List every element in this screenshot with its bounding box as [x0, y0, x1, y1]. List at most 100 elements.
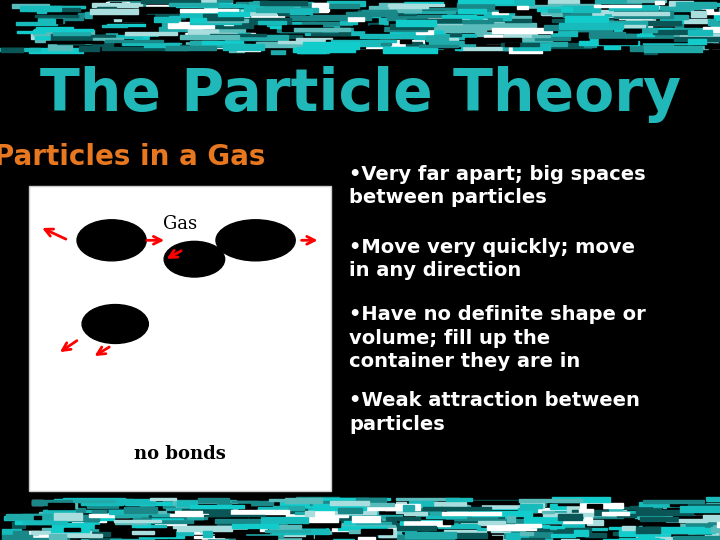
Bar [62, 35, 115, 42]
Bar [653, 30, 695, 33]
Bar [442, 15, 476, 18]
Bar [179, 529, 217, 535]
Bar [559, 528, 589, 531]
Bar [176, 531, 193, 535]
Bar [719, 17, 720, 21]
Bar [627, 1, 666, 2]
Bar [507, 516, 516, 522]
Bar [330, 501, 369, 505]
Bar [627, 34, 684, 38]
Bar [505, 516, 516, 521]
Bar [196, 19, 248, 22]
Bar [140, 1, 200, 3]
Bar [559, 23, 624, 29]
Bar [107, 499, 132, 501]
Bar [261, 525, 277, 530]
Bar [186, 41, 217, 47]
Bar [2, 535, 32, 540]
Bar [274, 6, 322, 11]
Bar [514, 526, 531, 529]
Bar [390, 24, 433, 29]
Bar [402, 7, 419, 12]
Bar [609, 527, 672, 529]
Bar [282, 25, 323, 31]
Bar [294, 503, 313, 507]
Bar [582, 26, 598, 29]
Bar [320, 500, 379, 504]
Bar [674, 500, 705, 506]
Bar [697, 523, 704, 524]
Bar [77, 516, 114, 519]
Bar [426, 36, 449, 41]
Bar [379, 530, 396, 537]
Bar [572, 510, 608, 515]
Bar [237, 45, 261, 51]
Bar [251, 14, 284, 20]
Bar [517, 517, 528, 519]
Bar [598, 531, 624, 535]
Bar [601, 26, 647, 28]
Bar [198, 0, 232, 3]
Bar [587, 504, 602, 510]
Bar [81, 29, 145, 32]
Bar [359, 26, 420, 28]
Bar [446, 505, 470, 508]
Bar [645, 508, 652, 514]
Bar [716, 17, 720, 20]
Bar [305, 31, 364, 35]
Bar [38, 19, 55, 24]
Bar [688, 504, 720, 507]
Bar [657, 528, 691, 530]
Bar [4, 516, 63, 520]
Bar [67, 31, 90, 33]
Text: •Move very quickly; move
in any direction: •Move very quickly; move in any directio… [349, 238, 635, 280]
Bar [544, 25, 570, 30]
Bar [81, 526, 99, 532]
Bar [215, 531, 246, 537]
Bar [403, 505, 414, 511]
Bar [225, 22, 233, 25]
Bar [645, 23, 678, 25]
Bar [478, 521, 505, 524]
Bar [703, 515, 720, 521]
Bar [537, 7, 572, 11]
Bar [188, 29, 217, 35]
Bar [54, 19, 62, 23]
Bar [472, 511, 532, 516]
Bar [102, 46, 163, 50]
Bar [438, 524, 480, 528]
Bar [552, 497, 610, 502]
Bar [279, 12, 305, 15]
Bar [203, 14, 243, 20]
Bar [662, 12, 701, 15]
Bar [469, 500, 522, 504]
Bar [690, 524, 720, 526]
Bar [54, 499, 68, 503]
Bar [246, 533, 301, 539]
Bar [166, 508, 226, 510]
Bar [500, 519, 511, 524]
Bar [13, 531, 28, 536]
Bar [386, 517, 420, 520]
Bar [461, 520, 487, 525]
Bar [640, 517, 678, 521]
Bar [454, 19, 506, 24]
Bar [106, 32, 117, 36]
Bar [156, 522, 186, 525]
Bar [331, 518, 392, 524]
Bar [246, 531, 279, 534]
Bar [248, 526, 279, 532]
Bar [364, 508, 396, 510]
Bar [40, 535, 61, 537]
Bar [405, 11, 446, 17]
Bar [617, 11, 663, 16]
Bar [536, 528, 591, 533]
Bar [42, 528, 62, 532]
Bar [92, 40, 113, 46]
Bar [183, 508, 210, 511]
Bar [56, 530, 66, 537]
Bar [191, 512, 243, 515]
Bar [260, 1, 307, 5]
Bar [444, 536, 503, 539]
Bar [180, 12, 240, 17]
